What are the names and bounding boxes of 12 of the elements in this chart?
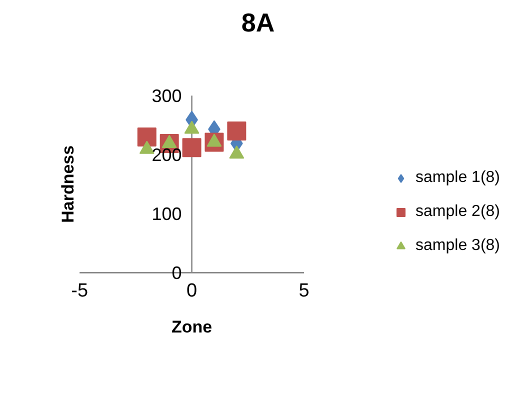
x-tick-label: -5 (71, 280, 88, 302)
y-tick-label: 300 (152, 86, 182, 106)
legend-label: sample 1(8) (416, 169, 500, 187)
legend-label: sample 2(8) (416, 203, 500, 221)
x-axis-title: Zone (171, 318, 212, 337)
y-axis-title: Hardness (58, 145, 78, 223)
x-tick-label: 0 (186, 280, 198, 302)
chart-title: 8A (241, 8, 275, 38)
x-tick-label: 5 (298, 280, 310, 302)
y-tick-label: 0 (172, 263, 182, 284)
legend-label: sample 3(8) (416, 237, 500, 255)
y-tick-label: 100 (152, 204, 182, 224)
